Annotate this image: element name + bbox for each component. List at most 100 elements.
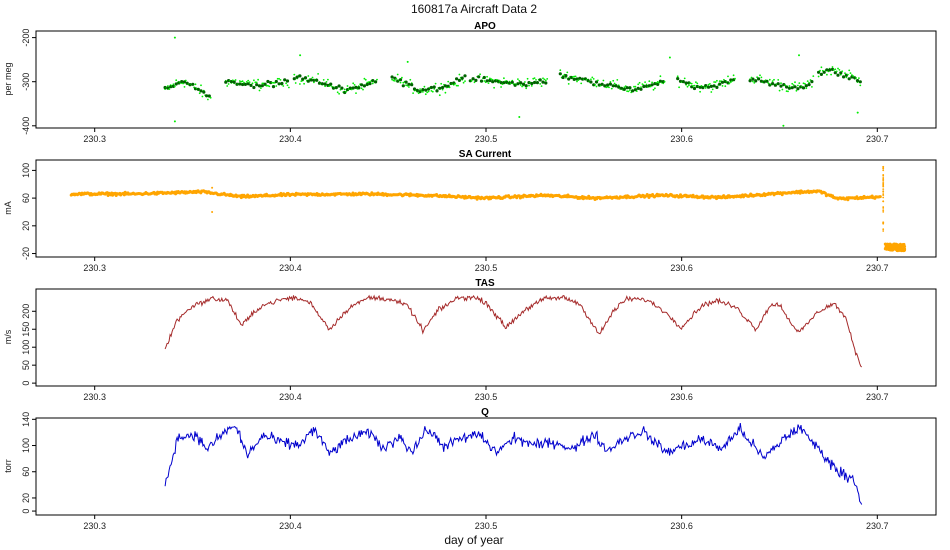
apo-point-dark — [246, 82, 250, 86]
apo-point-light — [399, 81, 402, 84]
apo-point-dark — [561, 75, 565, 80]
apo-outlier — [299, 54, 302, 57]
apo-point-dark — [718, 82, 722, 86]
x-axis: 230.3 230.4 230.5 230.6 230.7 — [83, 128, 889, 144]
apo-point-dark — [564, 74, 568, 78]
apo-point-light — [781, 88, 784, 91]
x-axis: 230.3 230.4 230.5 230.6 230.7 — [83, 257, 889, 273]
apo-point-light — [285, 82, 287, 85]
apo-point-light — [626, 90, 628, 93]
apo-point-light — [462, 81, 465, 84]
apo-point-light — [833, 69, 835, 71]
apo-point-light — [689, 82, 692, 85]
sa-point — [475, 197, 479, 201]
apo-point-dark — [205, 94, 209, 98]
apo-point-dark — [510, 80, 514, 84]
y-tick-label: 140 — [21, 412, 31, 427]
plot-area — [164, 423, 863, 505]
sa-outlier — [882, 177, 885, 179]
sa-low-point — [903, 245, 907, 248]
apo-point-light — [530, 85, 533, 87]
apo-point-dark — [757, 77, 761, 81]
apo-point-light — [324, 85, 326, 88]
apo-point-dark — [334, 86, 338, 90]
apo-point-light — [780, 82, 782, 85]
apo-point-light — [678, 86, 680, 89]
apo-point-dark — [415, 88, 419, 92]
apo-point-light — [362, 88, 364, 91]
plot-area — [163, 36, 862, 127]
apo-point-light — [711, 88, 714, 91]
apo-point-dark — [260, 84, 264, 88]
apo-point-light — [198, 92, 201, 95]
apo-point-light — [627, 90, 630, 93]
apo-point-dark — [661, 80, 665, 84]
apo-point-light — [787, 90, 789, 93]
apo-point-light — [659, 75, 662, 78]
apo-point-light — [688, 84, 690, 87]
apo-point-dark — [828, 68, 832, 72]
apo-point-dark — [541, 80, 545, 84]
apo-point-dark — [709, 84, 713, 88]
apo-point-dark — [762, 80, 766, 84]
apo-point-light — [834, 68, 837, 71]
apo-point-dark — [804, 84, 808, 88]
x-tick-label: 230.6 — [670, 521, 693, 531]
apo-point-light — [710, 91, 713, 93]
sa-low-point — [901, 243, 905, 246]
apo-point-dark — [519, 81, 523, 85]
apo-point-light — [721, 85, 724, 87]
apo-point-dark — [280, 81, 284, 86]
apo-point-light — [267, 84, 269, 87]
apo-point-dark — [524, 84, 528, 88]
apo-point-dark — [460, 76, 464, 80]
apo-point-light — [817, 75, 820, 78]
sa-outlier — [882, 228, 885, 231]
apo-point-light — [282, 85, 285, 87]
apo-point-light — [303, 82, 305, 85]
apo-point-dark — [535, 81, 540, 85]
apo-point-dark — [521, 82, 526, 86]
apo-point-light — [696, 82, 699, 85]
apo-point-dark — [303, 76, 308, 80]
apo-point-light — [394, 80, 396, 82]
apo-point-dark — [858, 80, 862, 84]
apo-point-light — [819, 69, 821, 72]
apo-point-light — [533, 77, 536, 79]
apo-point-dark — [255, 83, 259, 87]
apo-point-dark — [390, 75, 394, 79]
apo-point-dark — [202, 90, 206, 94]
apo-point-light — [638, 81, 641, 84]
apo-point-dark — [606, 83, 610, 87]
apo-point-light — [265, 84, 268, 87]
apo-point-light — [183, 86, 186, 88]
apo-point-light — [486, 75, 488, 78]
apo-point-dark — [558, 72, 562, 76]
apo-point-light — [792, 84, 795, 86]
apo-point-light — [423, 85, 426, 88]
apo-point-light — [258, 89, 261, 92]
apo-point-dark — [374, 80, 378, 84]
apo-point-light — [184, 79, 187, 82]
apo-point-dark — [572, 77, 576, 81]
x-tick-label: 230.7 — [866, 521, 889, 531]
x-tick-label: 230.5 — [475, 263, 498, 273]
figure-xlabel: day of year — [444, 533, 503, 547]
apo-point-light — [605, 86, 608, 89]
apo-point-light — [493, 86, 495, 89]
apo-point-dark — [224, 80, 228, 84]
apo-point-light — [616, 79, 619, 81]
apo-point-light — [353, 84, 356, 86]
x-tick-label: 230.5 — [475, 392, 498, 402]
apo-point-light — [268, 85, 271, 88]
apo-point-light — [602, 79, 605, 82]
sa-outlier — [882, 230, 885, 232]
apo-point-light — [808, 81, 810, 84]
apo-point-dark — [499, 81, 503, 85]
panel-frame — [35, 159, 937, 258]
apo-point-light — [343, 88, 346, 91]
apo-point-light — [704, 87, 707, 89]
apo-point-light — [299, 83, 301, 85]
apo-point-dark — [692, 86, 697, 91]
